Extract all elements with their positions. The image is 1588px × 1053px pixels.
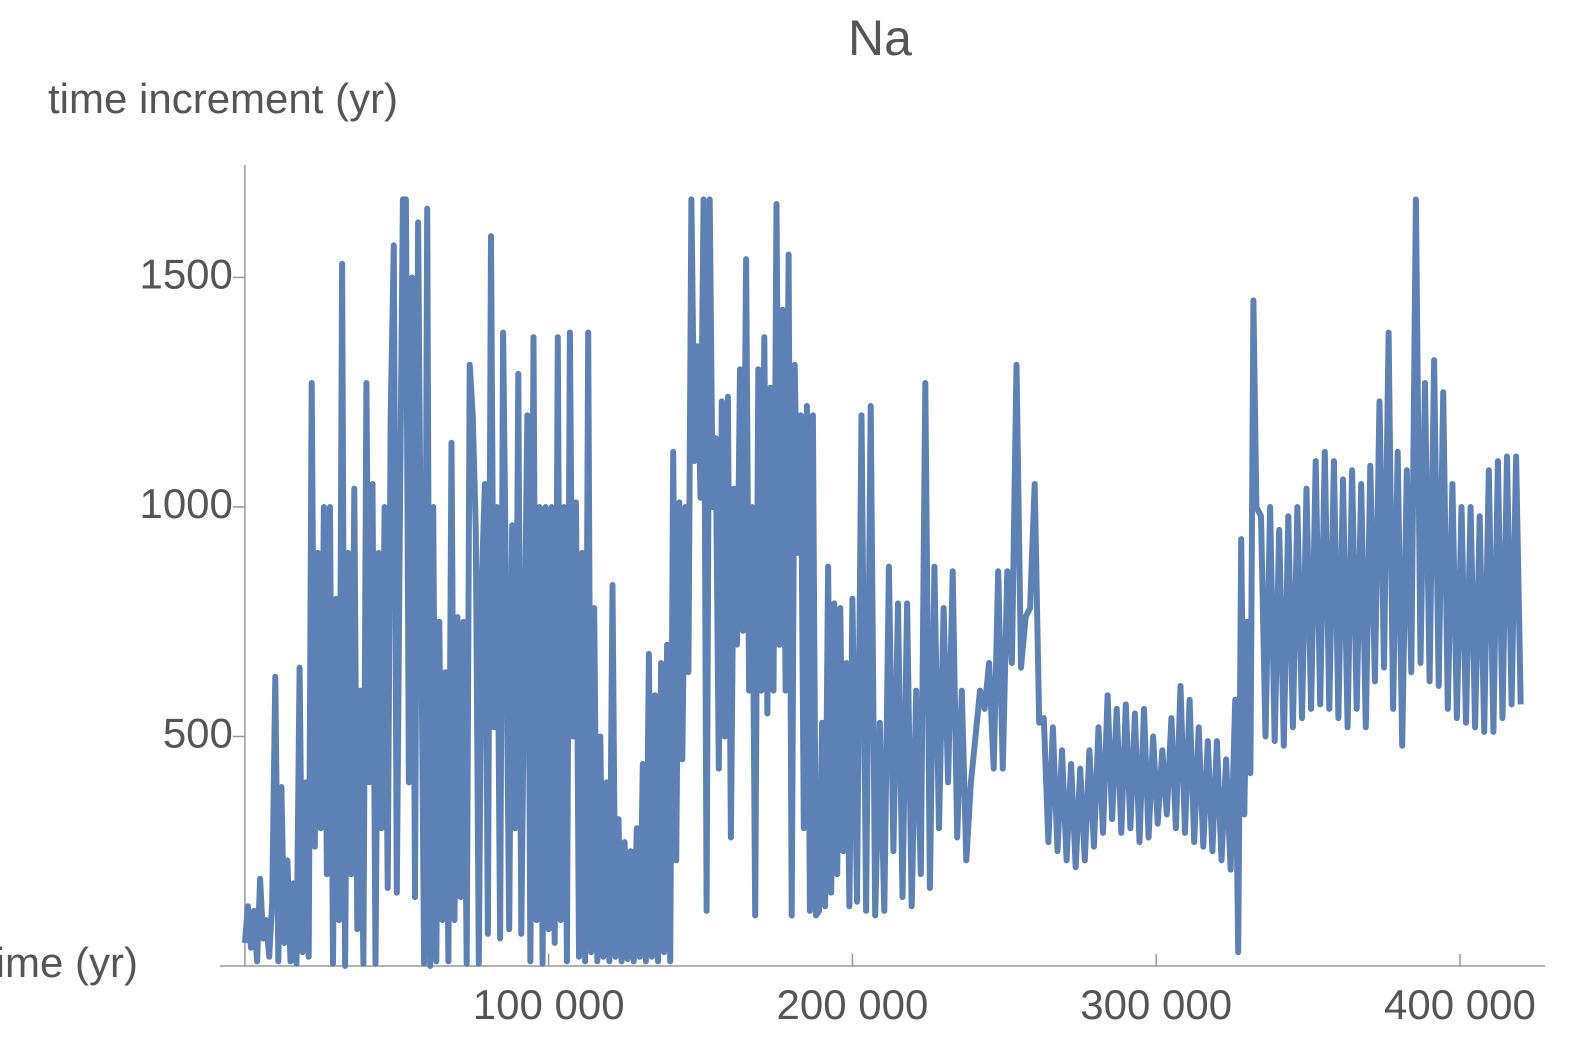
- y-tick-label: 500: [163, 710, 233, 757]
- y-tick-label: 1500: [139, 251, 232, 298]
- x-axis-label: time (yr): [0, 939, 138, 986]
- chart-title: Na: [848, 10, 912, 66]
- x-tick-label: 300 000: [1080, 981, 1232, 1028]
- y-axis-label: time increment (yr): [48, 75, 398, 122]
- x-tick-label: 400 000: [1384, 981, 1536, 1028]
- y-tick-label: 1000: [139, 480, 232, 527]
- data-line: [241, 196, 1524, 969]
- x-tick-label: 100 000: [473, 981, 625, 1028]
- x-tick-label: 200 000: [777, 981, 929, 1028]
